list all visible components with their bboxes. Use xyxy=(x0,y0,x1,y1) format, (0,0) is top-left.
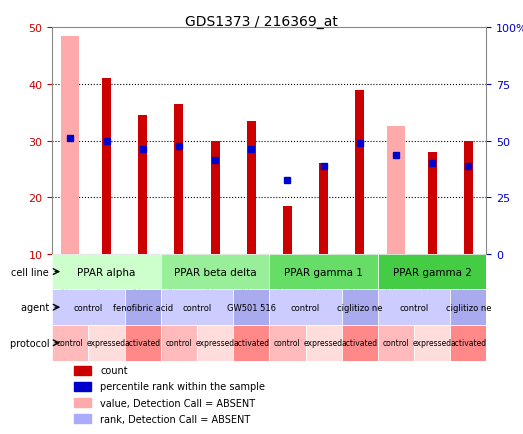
Bar xyxy=(464,141,473,254)
FancyBboxPatch shape xyxy=(378,325,414,361)
FancyBboxPatch shape xyxy=(233,325,269,361)
Text: value, Detection Call = ABSENT: value, Detection Call = ABSENT xyxy=(100,398,255,408)
Bar xyxy=(283,206,292,254)
FancyBboxPatch shape xyxy=(52,325,88,361)
Text: activated: activated xyxy=(233,339,269,348)
Text: GW501 516: GW501 516 xyxy=(227,303,276,312)
Text: cell line: cell line xyxy=(12,267,52,277)
FancyBboxPatch shape xyxy=(450,290,486,325)
Text: control: control xyxy=(400,303,429,312)
FancyBboxPatch shape xyxy=(450,325,486,361)
Bar xyxy=(138,116,147,254)
Text: percentile rank within the sample: percentile rank within the sample xyxy=(100,381,265,391)
FancyBboxPatch shape xyxy=(269,290,342,325)
Bar xyxy=(428,152,437,254)
Bar xyxy=(355,90,365,254)
FancyBboxPatch shape xyxy=(305,325,342,361)
Bar xyxy=(247,122,256,254)
Bar xyxy=(174,105,184,254)
Bar xyxy=(211,141,220,254)
FancyBboxPatch shape xyxy=(124,290,161,325)
Text: activated: activated xyxy=(450,339,486,348)
Bar xyxy=(74,366,92,375)
Text: activated: activated xyxy=(124,339,161,348)
Text: PPAR alpha: PPAR alpha xyxy=(77,267,136,277)
Text: expressed: expressed xyxy=(87,339,126,348)
Bar xyxy=(74,414,92,424)
Text: expressed: expressed xyxy=(304,339,343,348)
FancyBboxPatch shape xyxy=(88,325,124,361)
Bar xyxy=(74,398,92,407)
FancyBboxPatch shape xyxy=(161,325,197,361)
Text: protocol: protocol xyxy=(9,338,52,348)
Bar xyxy=(387,127,405,254)
Bar xyxy=(102,79,111,254)
Text: activated: activated xyxy=(342,339,378,348)
FancyBboxPatch shape xyxy=(233,290,269,325)
FancyBboxPatch shape xyxy=(269,254,378,290)
Text: control: control xyxy=(274,339,301,348)
Text: control: control xyxy=(57,339,84,348)
Bar xyxy=(61,37,79,254)
Bar xyxy=(74,382,92,391)
FancyBboxPatch shape xyxy=(269,325,305,361)
FancyBboxPatch shape xyxy=(52,290,124,325)
Text: count: count xyxy=(100,365,128,375)
Text: control: control xyxy=(291,303,320,312)
FancyBboxPatch shape xyxy=(52,254,161,290)
FancyBboxPatch shape xyxy=(197,325,233,361)
Text: PPAR beta delta: PPAR beta delta xyxy=(174,267,256,277)
Text: expressed: expressed xyxy=(196,339,235,348)
Text: control: control xyxy=(166,339,192,348)
FancyBboxPatch shape xyxy=(378,254,486,290)
Text: ciglitizo ne: ciglitizo ne xyxy=(446,303,491,312)
Text: control: control xyxy=(183,303,212,312)
Text: rank, Detection Call = ABSENT: rank, Detection Call = ABSENT xyxy=(100,414,251,424)
FancyBboxPatch shape xyxy=(124,325,161,361)
Text: agent: agent xyxy=(21,302,52,312)
Text: fenofibric acid: fenofibric acid xyxy=(112,303,173,312)
FancyBboxPatch shape xyxy=(161,290,233,325)
FancyBboxPatch shape xyxy=(378,290,450,325)
FancyBboxPatch shape xyxy=(161,254,269,290)
Bar xyxy=(319,164,328,254)
Text: control: control xyxy=(74,303,103,312)
FancyBboxPatch shape xyxy=(342,325,378,361)
Text: expressed: expressed xyxy=(413,339,452,348)
Text: PPAR gamma 2: PPAR gamma 2 xyxy=(393,267,472,277)
Text: GDS1373 / 216369_at: GDS1373 / 216369_at xyxy=(185,15,338,29)
Text: ciglitizo ne: ciglitizo ne xyxy=(337,303,382,312)
FancyBboxPatch shape xyxy=(414,325,450,361)
Text: control: control xyxy=(383,339,410,348)
Text: PPAR gamma 1: PPAR gamma 1 xyxy=(284,267,363,277)
FancyBboxPatch shape xyxy=(342,290,378,325)
